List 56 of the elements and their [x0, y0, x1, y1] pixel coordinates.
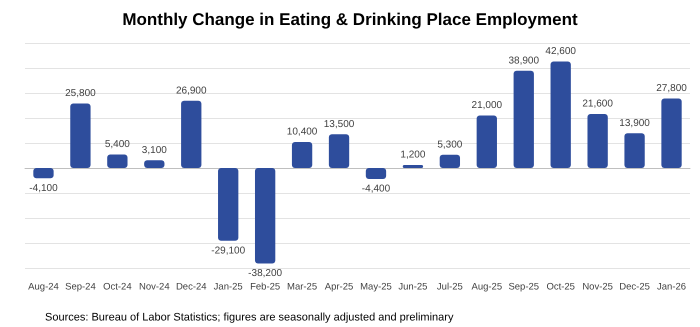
x-tick-label: Nov-24 [138, 282, 170, 292]
bar [476, 116, 497, 168]
x-tick-label: Jan-26 [656, 282, 686, 292]
data-label: 13,900 [619, 118, 650, 129]
bar [218, 168, 238, 241]
bar [181, 100, 202, 168]
x-tick-label: Feb-25 [250, 282, 280, 292]
data-label: 13,500 [324, 118, 355, 130]
source-note: Sources: Bureau of Labor Statistics; figures are seasonally adjusted and preliminary [45, 312, 454, 324]
x-tick-label: Apr-25 [324, 282, 354, 292]
data-label: 38,900 [508, 55, 540, 66]
x-tick-label: Jan-25 [214, 282, 243, 292]
data-label: -4,100 [29, 182, 58, 194]
bar [254, 168, 276, 264]
data-label: -38,200 [248, 268, 283, 279]
x-tick-label: Sep-25 [508, 282, 540, 292]
bar [366, 168, 386, 179]
data-label: 25,800 [65, 88, 96, 99]
data-label: -29,100 [211, 245, 246, 256]
data-label: 27,800 [656, 83, 688, 94]
bar [587, 114, 608, 168]
x-tick-label: Aug-24 [28, 282, 59, 292]
bar [70, 104, 91, 168]
x-tick-label: Mar-25 [287, 282, 318, 292]
data-label: 5,300 [437, 139, 463, 150]
bar [514, 70, 534, 168]
bar [328, 134, 350, 168]
bar [550, 62, 571, 168]
x-tick-label: Oct-24 [103, 282, 132, 292]
x-tick-label: Dec-25 [619, 282, 650, 292]
bar [144, 160, 164, 168]
bar [292, 142, 312, 168]
bar [107, 154, 128, 168]
bar [624, 133, 645, 168]
bar [33, 168, 54, 178]
data-label: 21,600 [582, 98, 614, 110]
data-label: 3,100 [142, 144, 168, 156]
data-label: 1,200 [400, 150, 426, 160]
x-tick-label: Jul-25 [436, 282, 463, 292]
data-label: 26,900 [176, 85, 207, 96]
x-tick-label: Sep-24 [65, 282, 96, 292]
data-label: 21,000 [472, 100, 503, 111]
data-label: 10,400 [286, 126, 318, 138]
bar [440, 154, 460, 168]
x-tick-label: Dec-24 [176, 282, 207, 292]
x-tick-label: Aug-25 [471, 282, 502, 292]
chart-title: Monthly Change in Eating & Drinking Place Employment [122, 10, 578, 29]
data-label: -4,400 [362, 184, 391, 194]
x-tick-label: Oct-25 [546, 282, 575, 292]
x-tick-label: May-25 [360, 282, 392, 292]
bar [402, 165, 424, 168]
data-label: 5,400 [104, 139, 130, 150]
bar [661, 98, 682, 168]
data-label: 42,600 [545, 46, 576, 57]
x-tick-label: Nov-25 [582, 282, 613, 292]
x-tick-label: Jun-25 [398, 282, 428, 292]
